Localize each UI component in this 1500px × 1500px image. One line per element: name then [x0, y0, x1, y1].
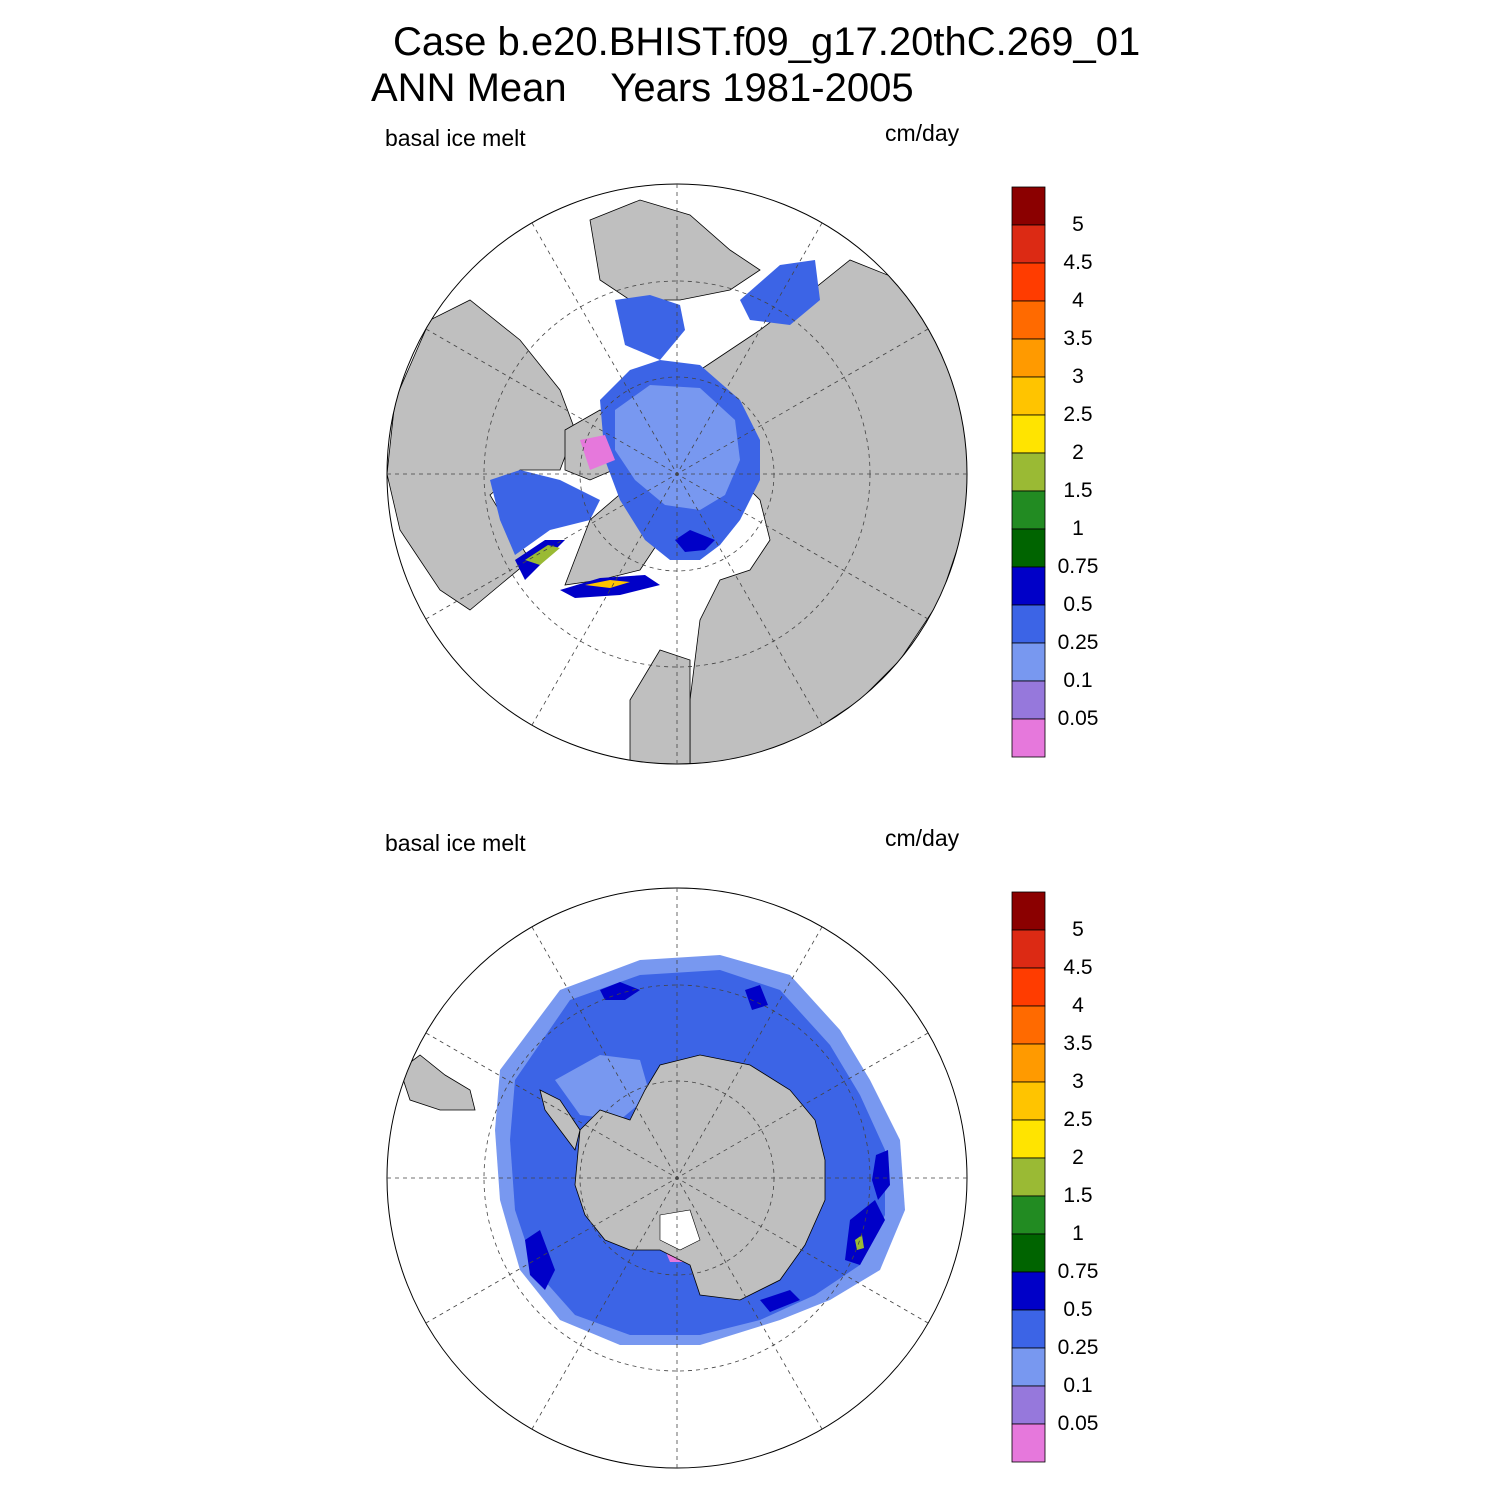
south-colorbar-box-11 — [1011, 1309, 1046, 1349]
south-ice-spot-0.5-3 — [525, 1230, 555, 1290]
north-colorbar-box-8 — [1011, 490, 1046, 530]
south-colorbar-box-14 — [1011, 1423, 1046, 1463]
north-colorbar-box-12 — [1011, 642, 1046, 682]
north-colorbar-tick-label: 0.25 — [1057, 631, 1099, 654]
north-ice-greenland-east-yellow — [585, 580, 630, 588]
south-colorbar-tick-label: 1.5 — [1063, 1184, 1093, 1207]
south-ice-spot-0.5-1 — [600, 982, 640, 1000]
north-colorbar-tick-label: 0.05 — [1057, 707, 1099, 730]
south-colorbar-tick-label: 3 — [1072, 1070, 1084, 1093]
south-colorbar-tick-label: 2 — [1072, 1146, 1084, 1169]
south-colorbar-box-3 — [1011, 1005, 1046, 1045]
south-ice-spot-0.5-6 — [760, 1290, 800, 1312]
south-panel-units-label: cm/day — [885, 825, 960, 851]
north-colorbar-box-7 — [1011, 452, 1046, 492]
south-colorbar-box-8 — [1011, 1195, 1046, 1235]
plot-title-line-2: ANN Mean Years 1981-2005 — [371, 66, 914, 110]
south-colorbar-tick-label: 3.5 — [1063, 1032, 1093, 1055]
north-ice-hudson-0.25 — [490, 470, 600, 555]
south-ice-weddell-0.1 — [555, 1055, 650, 1120]
south-ice-spot-0.5-5 — [872, 1150, 890, 1200]
north-colorbar-box-3 — [1011, 300, 1046, 340]
north-ice-labrador-green — [525, 545, 560, 565]
north-colorbar-tick-label: 3.5 — [1063, 327, 1093, 350]
south-colorbar-tick-label: 4.5 — [1063, 956, 1093, 979]
south-colorbar-tick-label: 2.5 — [1063, 1108, 1093, 1131]
north-colorbar-tick-label: 0.5 — [1063, 593, 1093, 616]
south-colorbar-tick-label: 0.05 — [1057, 1412, 1099, 1435]
south-land-antarctic-peninsula — [539, 1089, 581, 1151]
south-land-antarctica — [574, 1054, 826, 1301]
south-colorbar-box-10 — [1011, 1271, 1046, 1311]
north-colorbar-box-14 — [1011, 718, 1046, 758]
south-colorbar-box-6 — [1011, 1119, 1046, 1159]
north-colorbar-tick-label: 0.1 — [1063, 669, 1093, 692]
south-colorbar-box-7 — [1011, 1157, 1046, 1197]
south-panel-variable-label: basal ice melt — [385, 830, 526, 856]
north-ice-svalbard-0.5 — [675, 530, 715, 552]
north-ice-bering-0.25 — [615, 295, 685, 360]
north-polar-map — [386, 183, 968, 765]
north-colorbar — [1011, 186, 1046, 758]
north-colorbar-box-11 — [1011, 604, 1046, 644]
north-colorbar-box-6 — [1011, 414, 1046, 454]
south-colorbar-box-0 — [1011, 891, 1046, 931]
south-colorbar-box-5 — [1011, 1081, 1046, 1121]
south-graticule — [387, 888, 967, 1468]
north-ice-arctic-0.1 — [615, 385, 740, 510]
north-colorbar-box-13 — [1011, 680, 1046, 720]
north-colorbar-box-4 — [1011, 338, 1046, 378]
plot-title-line-1: Case b.e20.BHIST.f09_g17.20thC.269_01 — [393, 20, 1141, 64]
south-colorbar-tick-label: 4 — [1072, 994, 1084, 1017]
north-colorbar-box-2 — [1011, 262, 1046, 302]
north-colorbar-box-1 — [1011, 224, 1046, 264]
south-colorbar-box-1 — [1011, 929, 1046, 969]
north-colorbar-tick-label: 2 — [1072, 441, 1084, 464]
north-ice-okhotsk-0.25 — [740, 260, 820, 325]
south-colorbar-tick-label: 5 — [1072, 918, 1084, 941]
south-colorbar-tick-label: 0.75 — [1057, 1260, 1099, 1283]
north-colorbar-tick-label: 2.5 — [1063, 403, 1093, 426]
south-colorbar-box-9 — [1011, 1233, 1046, 1273]
north-panel-variable-label: basal ice melt — [385, 125, 526, 151]
south-colorbar-tick-label: 1 — [1072, 1222, 1084, 1245]
south-colorbar-tick-label: 0.5 — [1063, 1298, 1093, 1321]
north-ice-baffin-0.05 — [580, 435, 615, 470]
south-land-ice-shelf-ross — [659, 1209, 701, 1251]
north-colorbar-tick-label: 3 — [1072, 365, 1084, 388]
south-ice-green-spot — [855, 1235, 864, 1250]
north-land-europe-west — [629, 649, 691, 764]
north-colorbar-tick-label: 5 — [1072, 213, 1084, 236]
north-colorbar-box-5 — [1011, 376, 1046, 416]
south-colorbar-box-12 — [1011, 1347, 1046, 1387]
north-graticule — [387, 184, 967, 764]
north-colorbar-tick-label: 1 — [1072, 517, 1084, 540]
south-colorbar-tick-label: 0.25 — [1057, 1336, 1099, 1359]
north-colorbar-box-0 — [1011, 186, 1046, 226]
north-colorbar-tick-label: 4 — [1072, 289, 1084, 312]
north-land-alaska-east — [589, 199, 761, 301]
south-ice-spot-0.5-2 — [745, 985, 768, 1010]
north-colorbar-tick-label: 4.5 — [1063, 251, 1093, 274]
north-panel-units-label: cm/day — [885, 120, 960, 146]
north-colorbar-tick-label: 0.75 — [1057, 555, 1099, 578]
south-colorbar-box-13 — [1011, 1385, 1046, 1425]
north-colorbar-box-10 — [1011, 566, 1046, 606]
south-colorbar-tick-label: 0.1 — [1063, 1374, 1093, 1397]
north-colorbar-tick-label: 1.5 — [1063, 479, 1093, 502]
south-ice-spot-0.5-4 — [845, 1200, 885, 1265]
south-colorbar-box-4 — [1011, 1043, 1046, 1083]
south-colorbar-box-2 — [1011, 967, 1046, 1007]
south-land-south-america — [399, 1054, 476, 1111]
